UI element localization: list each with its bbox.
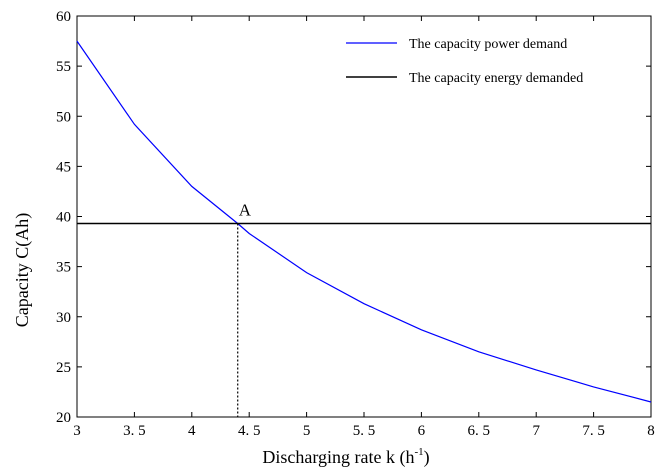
data-point [593,386,594,387]
y-tick-label: 35 [56,260,71,276]
series-group [76,40,652,403]
y-tick-label: 20 [56,410,71,426]
data-point [306,272,307,273]
data-point [191,186,192,187]
x-axis-label-end: ) [424,447,430,468]
tick-group: 3 3. 5 4 4. 5 5 5. 5 6 6. 5 7 7. 5 8 20 25 30 35 40 45 50… [56,9,655,439]
data-point [76,223,77,224]
x-axis-label: Discharging rate k (h-1) [262,446,429,468]
x-tick-label: 5 [303,423,311,439]
y-tick-label: 55 [56,59,71,75]
x-tick-label: 6. 5 [468,423,491,439]
data-point [650,401,651,402]
legend-label-energy-demand: The capacity energy demanded [409,71,583,86]
y-tick-label: 25 [56,360,71,376]
x-tick-label: 3 [73,423,81,439]
annotation-label-a: A [239,201,252,220]
x-tick-label: 4. 5 [238,423,261,439]
data-point [76,41,77,42]
data-point [249,233,250,234]
data-point [421,329,422,330]
x-tick-label: 7 [532,423,540,439]
x-tick-label: 7. 5 [582,423,605,439]
y-tick-label: 60 [56,9,71,25]
data-point [363,303,364,304]
y-tick-label: 50 [56,109,71,125]
data-point [478,351,479,352]
data-point [650,223,651,224]
x-tick-label: 4 [188,423,196,439]
legend-label-power-demand: The capacity power demand [409,37,567,52]
series-line-power-demand [76,40,652,403]
x-tick-label: 5. 5 [353,423,376,439]
x-tick-label: 3. 5 [123,423,146,439]
x-tick-label: 8 [647,423,655,439]
y-axis-label: Capacity C(Ah) [12,213,33,327]
data-point [536,369,537,370]
y-tick-label: 40 [56,210,71,226]
data-point [134,124,135,125]
annotation-group: A [237,201,252,417]
y-tick-label: 30 [56,310,71,326]
y-tick-label: 45 [56,159,71,175]
legend: The capacity power demand The capacity en… [346,37,583,86]
x-tick-label: 6 [418,423,426,439]
x-axis-label-superscript: -1 [414,446,423,458]
x-axis-label-main: Discharging rate k (h [262,447,414,468]
